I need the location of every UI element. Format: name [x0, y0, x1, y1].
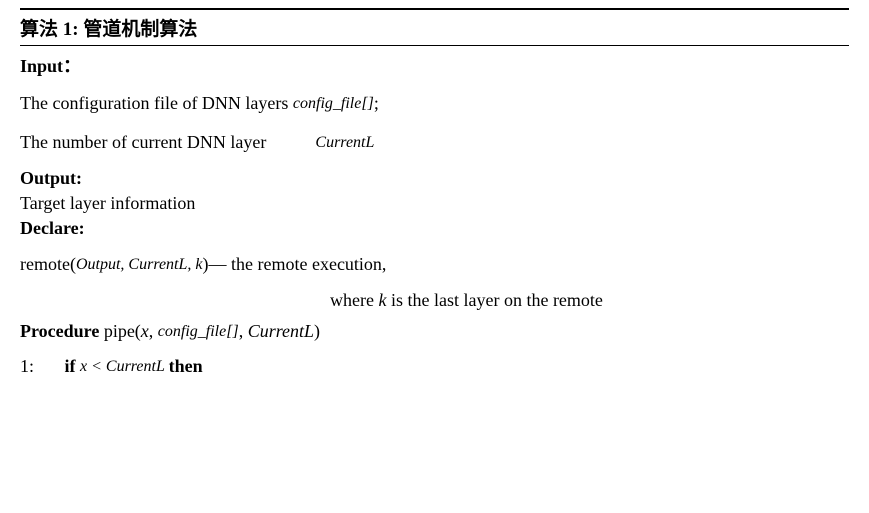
- declare-remote: remote(Output, CurrentL, k)— the remote …: [20, 251, 849, 278]
- declare-remote-suffix: )— the remote execution,: [203, 254, 387, 274]
- algorithm-top-rule: [20, 8, 849, 10]
- declare-note-suffix: is the last layer on the remote: [386, 290, 602, 310]
- declare-label: Declare:: [20, 218, 849, 239]
- declare-remote-params: Output, CurrentL, k: [76, 256, 203, 273]
- input-item-1-text: The configuration file of DNN layers: [20, 93, 293, 113]
- input-item-2: The number of current DNN layer CurrentL: [20, 129, 849, 156]
- declare-note: where k is the last layer on the remote: [330, 290, 849, 311]
- input-label: Input：: [20, 52, 849, 78]
- procedure-arg2: config_file[]: [158, 323, 239, 340]
- procedure-label: Procedure: [20, 321, 99, 341]
- procedure-arg1: x: [141, 321, 149, 341]
- procedure-close: ): [314, 321, 320, 341]
- input-item-1-param: config_file[]: [293, 95, 374, 112]
- input-item-2-param: CurrentL: [315, 134, 374, 151]
- step-1-if: if: [65, 356, 76, 376]
- procedure-name: pipe(: [99, 321, 140, 341]
- declare-remote-prefix: remote(: [20, 254, 76, 274]
- step-1-cond: x < CurrentL: [80, 358, 169, 375]
- input-item-1: The configuration file of DNN layers con…: [20, 90, 849, 117]
- procedure-sep1: ,: [149, 321, 158, 341]
- declare-note-prefix: where: [330, 290, 378, 310]
- algorithm-title-rule: [20, 45, 849, 46]
- algorithm-title: 算法 1: 管道机制算法: [20, 12, 849, 43]
- output-item-1: Target layer information: [20, 193, 849, 214]
- procedure-line: Procedure pipe(x, config_file[], Current…: [20, 321, 849, 342]
- procedure-sep2: ,: [239, 321, 248, 341]
- procedure-arg3: CurrentL: [248, 321, 314, 341]
- step-1-num: 1:: [20, 356, 60, 377]
- step-1-then: then: [169, 356, 203, 376]
- output-label: Output:: [20, 168, 849, 189]
- step-1: 1: if x < CurrentL then: [20, 356, 849, 377]
- input-item-2-text: The number of current DNN layer: [20, 132, 266, 152]
- input-item-1-suffix: ;: [374, 93, 379, 113]
